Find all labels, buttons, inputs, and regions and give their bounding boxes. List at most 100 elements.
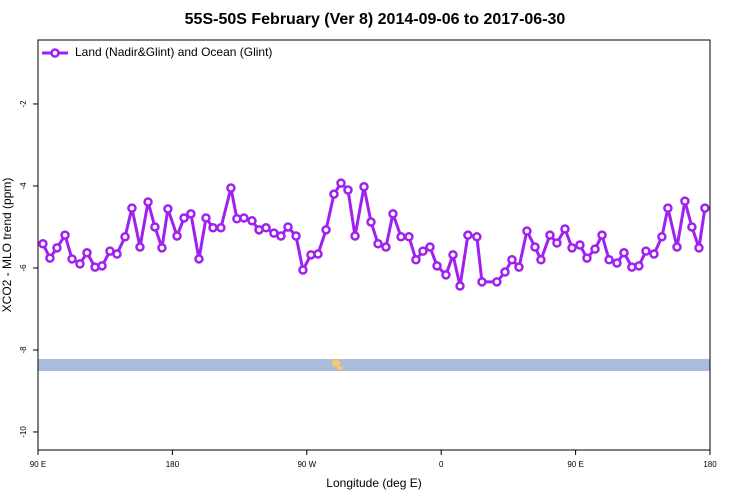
data-point [75, 259, 85, 269]
data-point [38, 239, 48, 249]
legend-marker [50, 48, 60, 58]
data-point [641, 246, 651, 256]
data-point [582, 253, 592, 263]
x-tick-label: 180 [703, 460, 717, 469]
data-point [321, 225, 331, 235]
data-point [680, 196, 690, 206]
y-tick-label: -6 [19, 264, 28, 272]
data-point [597, 230, 607, 240]
data-point [649, 249, 659, 259]
data-point [150, 222, 160, 232]
x-tick-label: 180 [166, 460, 180, 469]
data-point [448, 250, 458, 260]
data-point [343, 185, 353, 195]
data-point [507, 255, 517, 265]
data-point [127, 203, 137, 213]
data-point [522, 226, 532, 236]
data-point [194, 254, 204, 264]
data-point [350, 231, 360, 241]
data-point [226, 183, 236, 193]
data-point [366, 217, 376, 227]
data-point [60, 230, 70, 240]
data-point [432, 261, 442, 271]
data-point [552, 238, 562, 248]
data-point [120, 232, 130, 242]
data-point [163, 204, 173, 214]
data-point [657, 232, 667, 242]
data-point [472, 232, 482, 242]
data-point [560, 224, 570, 234]
data-point [143, 197, 153, 207]
data-point [388, 209, 398, 219]
data-point [514, 262, 524, 272]
legend-label: Land (Nadir&Glint) and Ocean (Glint) [75, 45, 272, 59]
data-point [313, 249, 323, 259]
mask-band [38, 359, 710, 371]
data-point [500, 267, 510, 277]
data-point [634, 261, 644, 271]
data-point [575, 240, 585, 250]
data-point [276, 231, 286, 241]
data-point [396, 232, 406, 242]
data-point [157, 243, 167, 253]
data-point [619, 248, 629, 258]
data-point [179, 213, 189, 223]
data-point [536, 255, 546, 265]
data-point [694, 243, 704, 253]
data-point [239, 213, 249, 223]
data-point [298, 265, 308, 275]
chart-title: 55S-50S February (Ver 8) 2014-09-06 to 2… [185, 11, 566, 28]
data-point [208, 223, 218, 233]
y-axis-label: XCO2 - MLO trend (ppm) [0, 178, 14, 313]
land-dot [337, 366, 343, 370]
data-point [216, 223, 226, 233]
x-tick-label: 0 [439, 460, 444, 469]
data-point [545, 230, 555, 240]
y-tick-label: -8 [19, 346, 28, 354]
x-tick-label: 90 E [567, 460, 583, 469]
data-point [425, 242, 435, 252]
data-point [381, 242, 391, 252]
data-point [45, 253, 55, 263]
data-point [441, 270, 451, 280]
data-point [477, 277, 487, 287]
data-point [455, 281, 465, 291]
data-point [567, 243, 577, 253]
x-tick-label: 90 E [30, 460, 46, 469]
data-point [373, 239, 383, 249]
data-point [67, 254, 77, 264]
data-point [112, 249, 122, 259]
data-point [359, 182, 369, 192]
data-point [82, 248, 92, 258]
data-point [135, 242, 145, 252]
data-point [201, 213, 211, 223]
x-tick-label: 90 W [297, 460, 316, 469]
data-point [418, 246, 428, 256]
y-tick-label: -4 [19, 182, 28, 190]
data-point [172, 231, 182, 241]
data-point [283, 222, 293, 232]
data-point [463, 230, 473, 240]
data-point [329, 189, 339, 199]
data-point [336, 178, 346, 188]
data-point [97, 261, 107, 271]
data-point [612, 258, 622, 268]
plot-frame [37, 39, 711, 451]
y-tick-label: -10 [19, 426, 28, 438]
data-point [590, 244, 600, 254]
data-point [52, 243, 62, 253]
data-point [404, 232, 414, 242]
data-point [247, 216, 257, 226]
land-dot [332, 359, 340, 367]
data-point [663, 203, 673, 213]
data-point [411, 255, 421, 265]
data-point [291, 231, 301, 241]
data-point [261, 223, 271, 233]
data-point [530, 242, 540, 252]
data-point [672, 242, 682, 252]
data-point [604, 255, 614, 265]
data-point [492, 277, 502, 287]
x-axis-label: Longitude (deg E) [326, 476, 421, 490]
y-tick-label: -2 [19, 100, 28, 108]
